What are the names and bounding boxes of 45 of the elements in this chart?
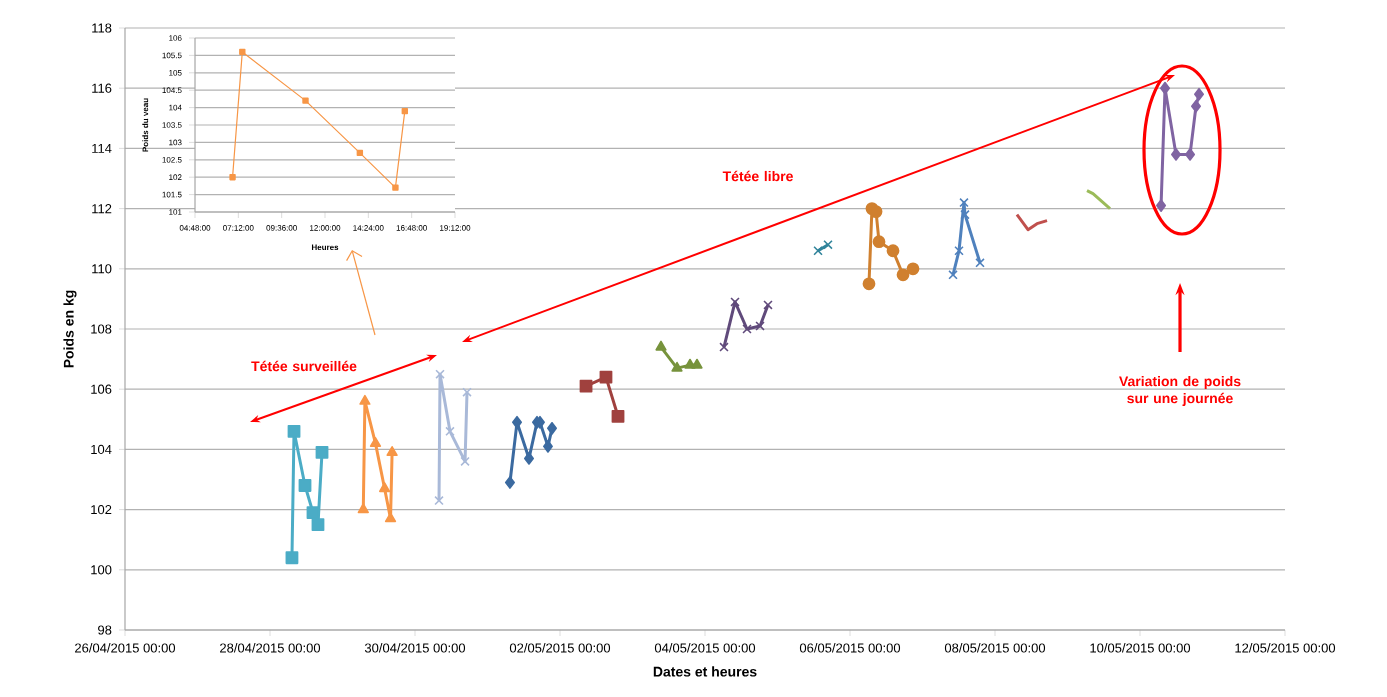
annotation: Tétée surveillée [251, 360, 357, 372]
y-tick-label: 102.5 [162, 156, 182, 163]
x-tick-label: 26/04/2015 00:00 [75, 643, 176, 653]
y-tick-label: 98 [98, 625, 112, 635]
annotation: Tétée libre [722, 170, 793, 182]
y-tick-label: 116 [92, 83, 112, 93]
x-tick-label: 19:12:00 [440, 225, 471, 231]
x-tick-label: 28/04/2015 00:00 [220, 643, 321, 653]
x-axis-title: Dates et heures [653, 666, 757, 677]
y-tick-label: 105 [169, 69, 182, 76]
x-tick-label: 08/05/2015 00:00 [944, 643, 1046, 653]
x-tick-label: 16:48:00 [396, 225, 427, 231]
y-tick-label: 106 [91, 384, 112, 394]
y-axis-title: Poids du veau [142, 98, 149, 152]
y-tick-label: 102 [169, 174, 182, 181]
x-tick-label: 02/05/2015 00:00 [509, 643, 611, 653]
y-tick-label: 103.5 [162, 122, 182, 128]
y-axis-title: Poids en kg [63, 290, 77, 368]
annotation: Variation de poids sur une journée [1119, 375, 1241, 407]
x-tick-label: 04/05/2015 00:00 [654, 643, 756, 653]
y-tick-label: 104.5 [162, 87, 182, 94]
y-tick-label: 103 [169, 139, 182, 146]
x-tick-label: 10/05/2015 00:00 [1090, 643, 1191, 653]
x-tick-label: 12:00:00 [310, 225, 341, 231]
y-tick-label: 104 [169, 104, 182, 111]
x-tick-label: 07:12:00 [223, 225, 254, 231]
y-tick-label: 112 [92, 204, 112, 214]
y-tick-label: 108 [91, 324, 112, 334]
y-tick-label: 101.5 [162, 191, 182, 198]
y-tick-label: 102 [91, 505, 112, 515]
x-tick-label: 06/05/2015 00:00 [799, 643, 901, 653]
y-tick-label: 101 [169, 209, 182, 215]
y-tick-label: 110 [92, 264, 112, 274]
x-tick-label: 14:24:00 [353, 225, 384, 231]
y-tick-label: 104 [91, 444, 112, 454]
y-tick-label: 114 [92, 143, 112, 153]
x-tick-label: 12/05/2015 00:00 [1235, 643, 1336, 653]
y-tick-label: 106 [169, 35, 182, 41]
x-tick-label: 30/04/2015 00:00 [364, 643, 466, 653]
y-tick-label: 118 [92, 23, 112, 33]
y-tick-label: 100 [91, 565, 112, 575]
x-tick-label: 04:48:00 [179, 225, 211, 231]
x-axis-title: Heures [311, 244, 339, 251]
y-tick-label: 105.5 [162, 52, 182, 59]
x-tick-label: 09:36:00 [266, 225, 297, 231]
